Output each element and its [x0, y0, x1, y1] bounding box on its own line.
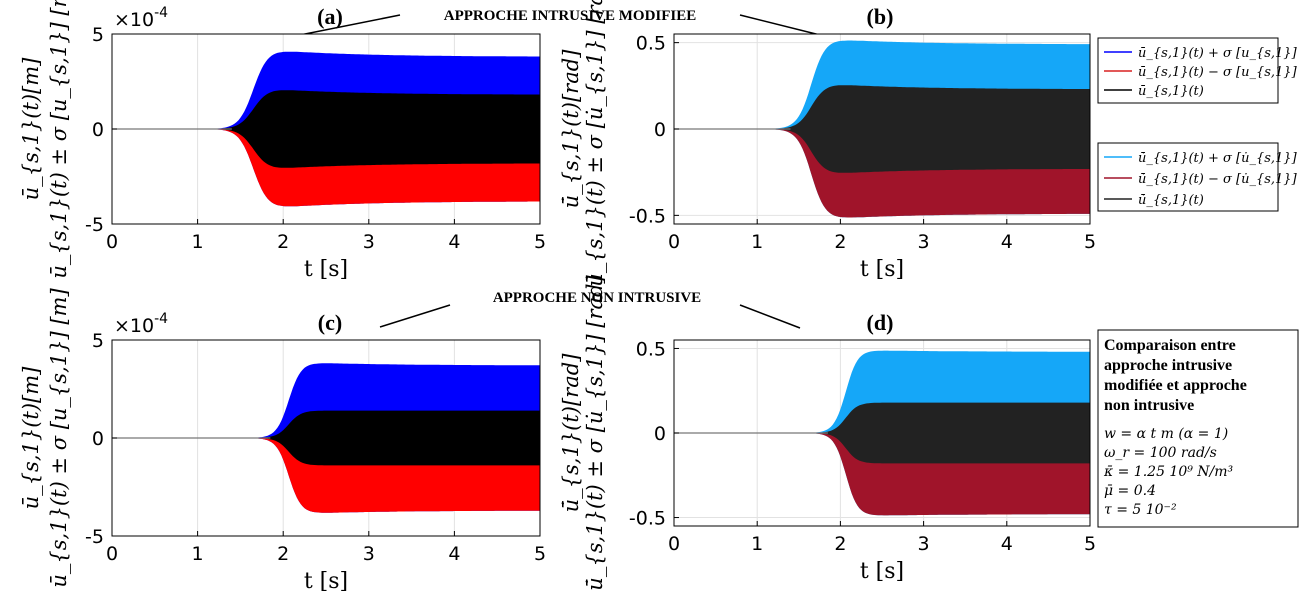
annotation-bottom: APPROCHE NON INTRUSIVE: [379, 290, 801, 329]
y-multiplier: ×10-4: [114, 5, 168, 31]
comparison-title-line: approche intrusive: [1104, 357, 1232, 374]
x-tick-label: 2: [277, 231, 289, 253]
y-axis-label: ū̇_{s,1}(t) ± σ [u̇_{s,1}] [rad]: [583, 0, 607, 287]
y-tick-label: 0: [654, 423, 666, 445]
x-axis-label: t [s]: [304, 569, 348, 594]
y-tick-label: 0: [654, 119, 666, 141]
legend-label: ū_{s,1}(t): [1138, 84, 1204, 99]
comparison-param: τ = 5 10⁻²: [1104, 502, 1177, 518]
x-axis-label: t [s]: [860, 257, 904, 282]
x-tick-label: 4: [448, 543, 460, 565]
y-axis-label: ū_{s,1}(t)[m]: [19, 366, 43, 509]
x-tick-label: 5: [1084, 231, 1096, 253]
comparison-title-line: Comparaison entre: [1104, 337, 1236, 354]
x-axis-label: t [s]: [304, 257, 348, 282]
x-tick-label: 4: [448, 231, 460, 253]
x-tick-label: 4: [1001, 533, 1013, 555]
x-tick-label: 2: [834, 533, 846, 555]
y-tick-label: 5: [92, 330, 104, 352]
y-tick-label: -0.5: [629, 205, 666, 227]
y-axis-label: ū_{s,1}(t) ± σ [u_{s,1}] [m]: [47, 0, 71, 279]
series-mean-area: [112, 90, 540, 168]
comparison-param: w = α t m (α = 1): [1104, 426, 1228, 442]
y-tick-label: -5: [85, 526, 104, 548]
x-tick-label: 5: [534, 231, 546, 253]
panel-title: (a): [317, 4, 343, 29]
y-multiplier: ×10-4: [114, 311, 168, 337]
legend-label: ū_{s,1}(t) − σ [u_{s,1}]: [1138, 65, 1298, 80]
x-tick-label: 0: [668, 533, 680, 555]
panel-title: (d): [867, 310, 894, 335]
legend-label: ū̇_{s,1}(t) − σ [u̇_{s,1}]: [1138, 172, 1298, 187]
panel-c: 0 1 2 3 4 5-505×10-4t [s]ū_{s,1}(t)[m] ū_{s,1}…: [19, 288, 546, 594]
y-tick-label: -5: [85, 214, 104, 236]
x-tick-label: 0: [106, 543, 118, 565]
x-tick-label: 2: [277, 543, 289, 565]
y-tick-label: 5: [92, 24, 104, 46]
annotation-bottom-text: APPROCHE NON INTRUSIVE: [493, 290, 701, 306]
x-tick-label: 4: [1001, 231, 1013, 253]
panel-a: 0 1 2 3 4 5-505×10-4t [s]ū_{s,1}(t)[m] ū_{s,1}…: [19, 0, 546, 282]
x-tick-label: 3: [363, 543, 375, 565]
y-axis-label: ū̇_{s,1}(t)[rad]: [559, 353, 583, 513]
y-tick-label: 0: [92, 119, 104, 141]
x-tick-label: 1: [751, 533, 763, 555]
series-mean-area: [674, 402, 1090, 464]
panel-title: (c): [318, 310, 342, 335]
legend-label: ū̇_{s,1}(t) + σ [u̇_{s,1}]: [1138, 151, 1298, 166]
panel-b: 0 1 2 3 4 5-0.500.5t [s]ū̇_{s,1}(t)[rad] ū̇_{s…: [559, 0, 1096, 287]
x-tick-label: 2: [834, 231, 846, 253]
legend-label: ū̇_{s,1}(t): [1138, 193, 1204, 208]
y-axis-label: ū_{s,1}(t)[m]: [19, 57, 43, 200]
x-tick-label: 3: [918, 231, 930, 253]
y-axis-label: ū̇_{s,1}(t) ± σ [u̇_{s,1}] [rad]: [583, 275, 607, 591]
x-tick-label: 1: [192, 231, 204, 253]
x-tick-label: 0: [106, 231, 118, 253]
series-mean-area: [674, 85, 1090, 173]
x-tick-label: 3: [363, 231, 375, 253]
y-tick-label: 0.5: [636, 338, 666, 360]
panel-title: (b): [867, 4, 894, 29]
annotation-top: APPROCHE INTRUSIVE MODIFIEE: [299, 8, 821, 36]
x-tick-label: 0: [668, 231, 680, 253]
comparison-title-line: modifiée et approche: [1104, 377, 1247, 394]
comparison-param: ω_r = 100 rad/s: [1104, 445, 1217, 461]
y-axis-label: ū̇_{s,1}(t)[rad]: [559, 49, 583, 209]
y-tick-label: 0.5: [636, 33, 666, 55]
x-tick-label: 1: [192, 543, 204, 565]
x-tick-label: 1: [751, 231, 763, 253]
comparison-box: Comparaison entre approche intrusive modif…: [1097, 329, 1299, 528]
comparison-param: κ̄ = 1.25 10⁹ N/m³: [1103, 464, 1234, 480]
legend-velocity: ū̇_{s,1}(t) + σ [u̇_{s,1}] ū̇_{s,1}(t) − …: [1097, 142, 1298, 212]
y-axis-label: ū_{s,1}(t) ± σ [u_{s,1}] [m]: [47, 288, 71, 588]
annotation-top-text: APPROCHE INTRUSIVE MODIFIEE: [444, 8, 697, 24]
comparison-title-line: non intrusive: [1104, 397, 1194, 414]
legend-displacement: ū_{s,1}(t) + σ [u_{s,1}] ū_{s,1}(t) − σ […: [1097, 37, 1298, 104]
x-tick-label: 5: [534, 543, 546, 565]
x-tick-label: 5: [1084, 533, 1096, 555]
y-tick-label: 0: [92, 428, 104, 450]
comparison-param: μ̄ = 0.4: [1104, 483, 1156, 499]
y-tick-label: -0.5: [629, 508, 666, 530]
legend-label: ū_{s,1}(t) + σ [u_{s,1}]: [1138, 46, 1298, 61]
series-mean-area: [112, 410, 540, 466]
x-tick-label: 3: [918, 533, 930, 555]
x-axis-label: t [s]: [860, 559, 904, 584]
panel-d: 0 1 2 3 4 5-0.500.5t [s]ū̇_{s,1}(t)[rad] ū̇_{s…: [559, 275, 1096, 591]
